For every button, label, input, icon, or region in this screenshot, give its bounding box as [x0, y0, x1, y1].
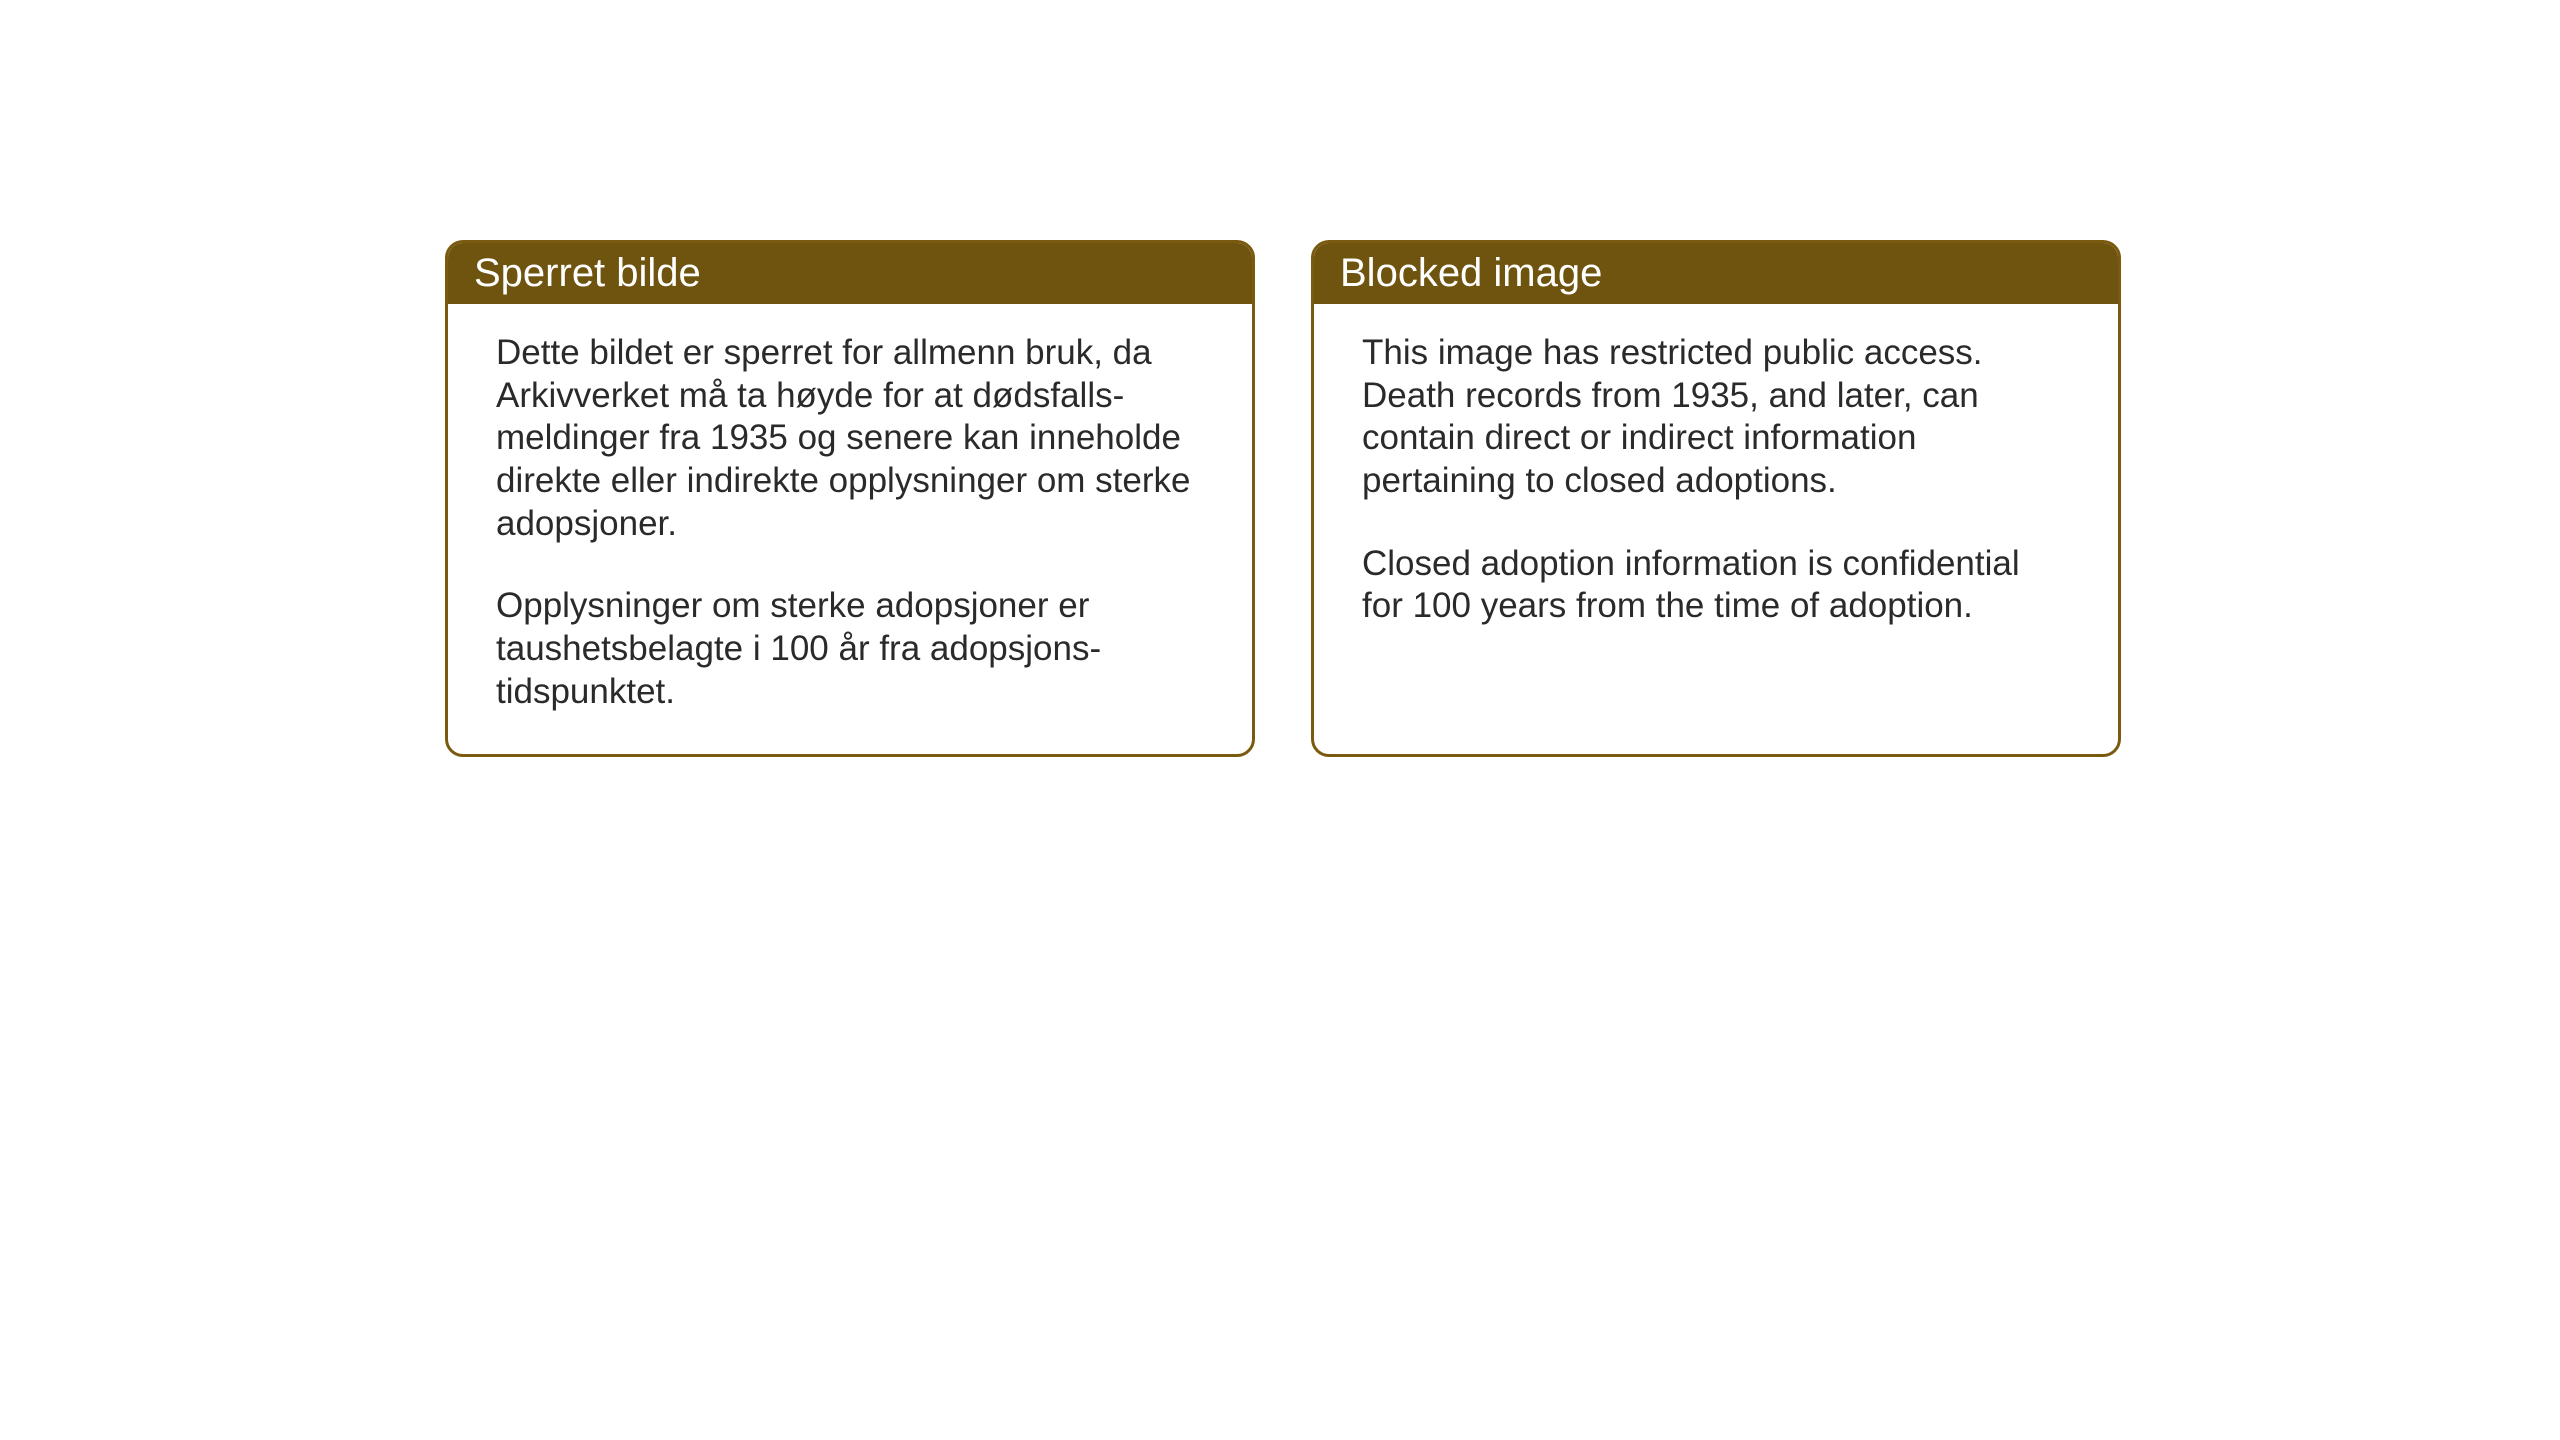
- notice-body-english: This image has restricted public access.…: [1314, 304, 2118, 694]
- notice-body-norwegian: Dette bildet er sperret for allmenn bruk…: [448, 304, 1252, 754]
- notice-paragraph-norwegian-1: Dette bildet er sperret for allmenn bruk…: [496, 332, 1204, 545]
- notice-paragraph-english-1: This image has restricted public access.…: [1362, 332, 2070, 503]
- notice-header-norwegian: Sperret bilde: [448, 243, 1252, 304]
- notice-title-english: Blocked image: [1340, 251, 1602, 295]
- notice-container: Sperret bilde Dette bildet er sperret fo…: [445, 240, 2121, 757]
- notice-card-norwegian: Sperret bilde Dette bildet er sperret fo…: [445, 240, 1255, 757]
- notice-title-norwegian: Sperret bilde: [474, 251, 701, 295]
- notice-paragraph-english-2: Closed adoption information is confident…: [1362, 543, 2070, 628]
- notice-paragraph-norwegian-2: Opplysninger om sterke adopsjoner er tau…: [496, 585, 1204, 713]
- notice-header-english: Blocked image: [1314, 243, 2118, 304]
- notice-card-english: Blocked image This image has restricted …: [1311, 240, 2121, 757]
